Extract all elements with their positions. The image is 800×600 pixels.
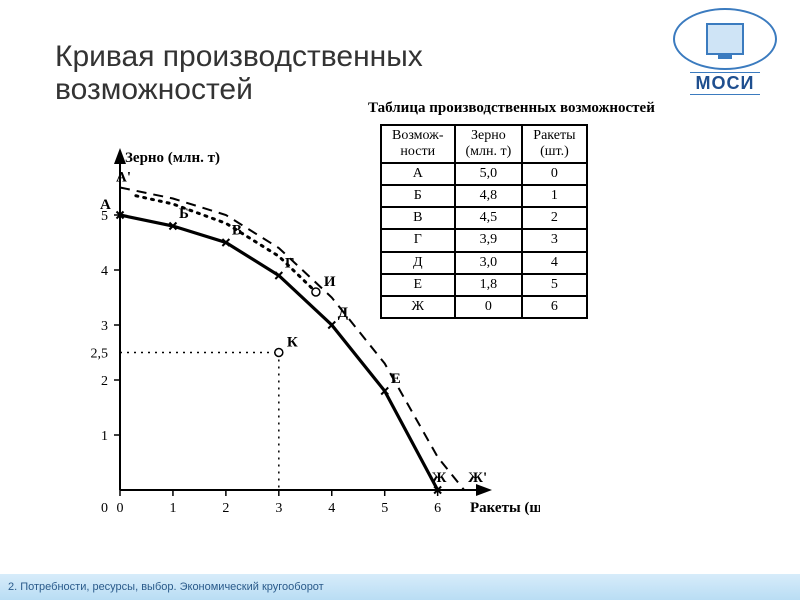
y-tick-label: 1: [101, 429, 108, 444]
point-label: А': [116, 170, 131, 186]
point-label: Д: [338, 305, 349, 321]
x-tick-label: 0: [117, 501, 124, 516]
point-k: [275, 349, 283, 357]
point-label: Б: [179, 206, 189, 222]
x-tick-label: 3: [275, 501, 282, 516]
x-tick-label: 6: [434, 501, 441, 516]
point-label: К: [287, 335, 298, 351]
point-label: Е: [391, 371, 401, 387]
x-tick-label: 1: [169, 501, 176, 516]
footer-text: 2. Потребности, ресурсы, выбор. Экономич…: [0, 574, 800, 600]
point-label: И: [324, 274, 336, 290]
y-tick-label: 4: [101, 264, 108, 279]
x-tick-label: 2: [222, 501, 229, 516]
y-axis-title: Зерно (млн. т): [125, 150, 220, 166]
point-label: А: [100, 197, 111, 213]
page-title: Кривая производственныхвозможностей: [55, 40, 423, 106]
logo-text: МОСИ: [690, 72, 761, 95]
origin-label: 0: [101, 501, 108, 516]
logo: МОСИ: [670, 8, 780, 95]
point-label: Ж: [432, 470, 447, 486]
point-i: [312, 288, 320, 296]
table-title: Таблица производственных возможностей: [368, 100, 655, 117]
y-tick-label: 2,5: [91, 347, 109, 362]
x-tick-label: 4: [328, 501, 335, 516]
y-tick-label: 3: [101, 319, 108, 334]
ppf-chart: 0123456123452,50Зерно (млн. т)Ракеты (шт…: [60, 130, 540, 560]
point-label: В: [232, 223, 242, 239]
point-label: Ж': [468, 470, 487, 486]
logo-icon: [673, 8, 777, 70]
point-label: Г: [285, 256, 295, 272]
x-axis-title: Ракеты (шт.): [470, 500, 540, 516]
x-tick-label: 5: [381, 501, 388, 516]
y-tick-label: 2: [101, 374, 108, 389]
